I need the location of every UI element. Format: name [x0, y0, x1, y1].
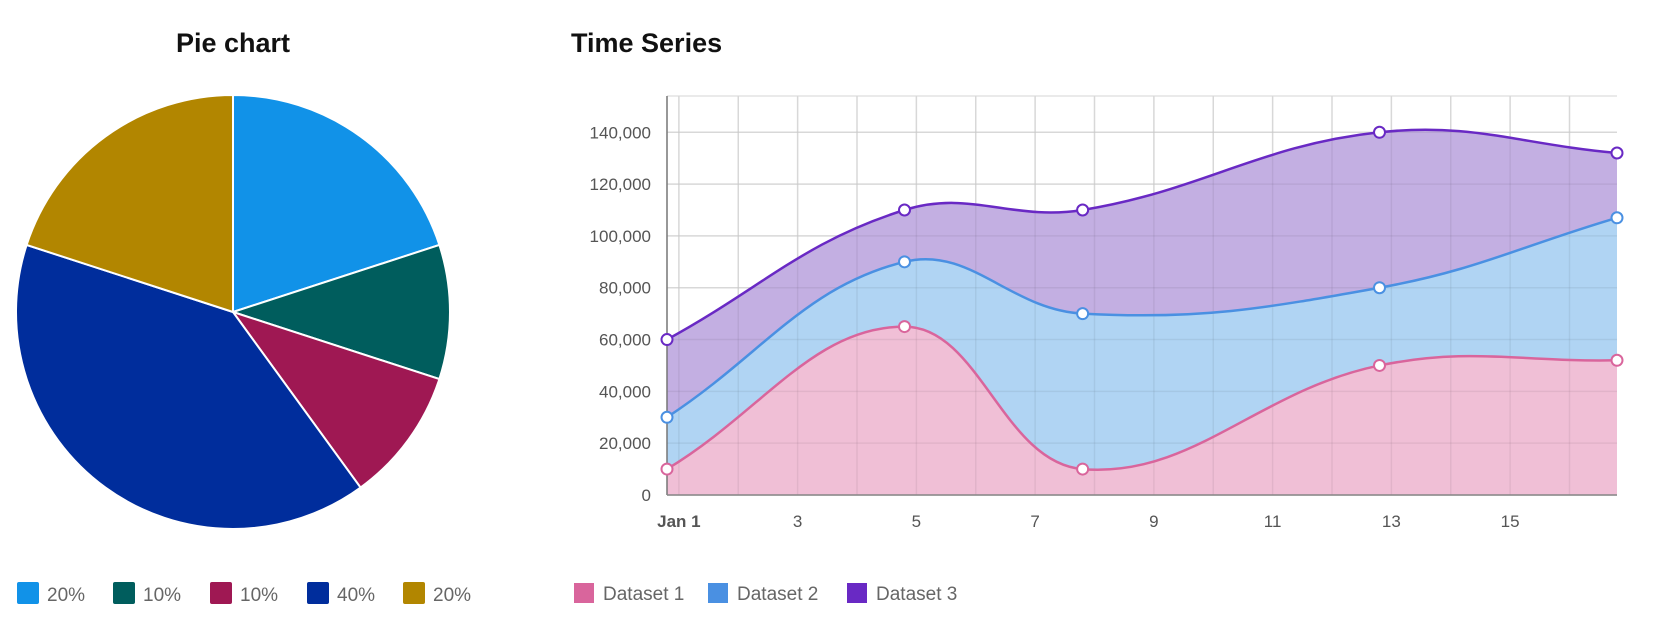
legend-swatch [708, 583, 728, 603]
data-point [660, 410, 674, 424]
x-tick-label: 3 [793, 512, 802, 531]
legend-swatch [574, 583, 594, 603]
series-line [666, 128, 1618, 341]
legend-swatch [847, 583, 867, 603]
data-point [1373, 281, 1386, 295]
data-point [1373, 358, 1386, 372]
pie-slice [25, 93, 234, 314]
data-point [1610, 353, 1624, 367]
x-tick-label: 7 [1030, 512, 1039, 531]
pie-chart [15, 93, 451, 530]
data-point [898, 320, 911, 334]
area-fill [667, 129, 1617, 418]
y-tick-label: 60,000 [599, 331, 651, 350]
legend-label: 20% [433, 585, 471, 606]
legend-label: 20% [47, 585, 85, 606]
data-point [1076, 203, 1090, 217]
y-tick-label: 100,000 [590, 227, 651, 246]
x-tick-label: 9 [1149, 512, 1158, 531]
x-tick-label: 11 [1264, 512, 1282, 531]
y-tick-label: 40,000 [599, 382, 651, 401]
data-point [1076, 462, 1090, 476]
legend-swatch [307, 582, 329, 604]
y-tick-label: 80,000 [599, 279, 651, 298]
x-tick-label: 15 [1501, 512, 1520, 531]
y-tick-label: 140,000 [590, 123, 651, 142]
data-point [1373, 125, 1386, 139]
y-tick-label: 0 [642, 486, 651, 505]
legend-swatch [403, 582, 425, 604]
legend-swatch [113, 582, 135, 604]
pie-slice [229, 243, 451, 381]
x-tick-label: Jan 1 [657, 512, 700, 531]
area-fill [667, 217, 1617, 470]
data-point [660, 333, 674, 347]
time-series-legend: Dataset 1 Dataset 2 Dataset 3 [574, 583, 957, 605]
pie-slice [232, 93, 441, 314]
legend-swatch [210, 582, 232, 604]
x-tick-label: 5 [912, 512, 921, 531]
legend-label: 10% [240, 585, 278, 606]
data-point [1610, 146, 1624, 160]
legend-label: 10% [143, 585, 181, 606]
time-series-title: Time Series [571, 28, 722, 58]
data-point [898, 203, 911, 217]
legend-label: Dataset 1 [603, 584, 684, 605]
data-point [1076, 307, 1090, 321]
legend-label: 40% [337, 585, 375, 606]
pie-legend: 20% 10% 10% 40% 20% [17, 582, 471, 606]
y-tick-label: 120,000 [590, 175, 651, 194]
legend-label: Dataset 3 [876, 584, 957, 605]
time-series-chart: 0 20,000 40,000 60,000 80,000 100,000 120,000 1… [590, 95, 1624, 531]
data-point [898, 255, 911, 269]
pie-slice [15, 243, 362, 530]
data-point [1610, 211, 1624, 225]
legend-label: Dataset 2 [737, 584, 818, 605]
legend-swatch [17, 582, 39, 604]
data-point [660, 462, 674, 476]
pie-slice [230, 310, 441, 489]
y-tick-label: 20,000 [599, 434, 651, 453]
pie-chart-title: Pie chart [176, 28, 290, 58]
x-tick-label: 13 [1382, 512, 1401, 531]
